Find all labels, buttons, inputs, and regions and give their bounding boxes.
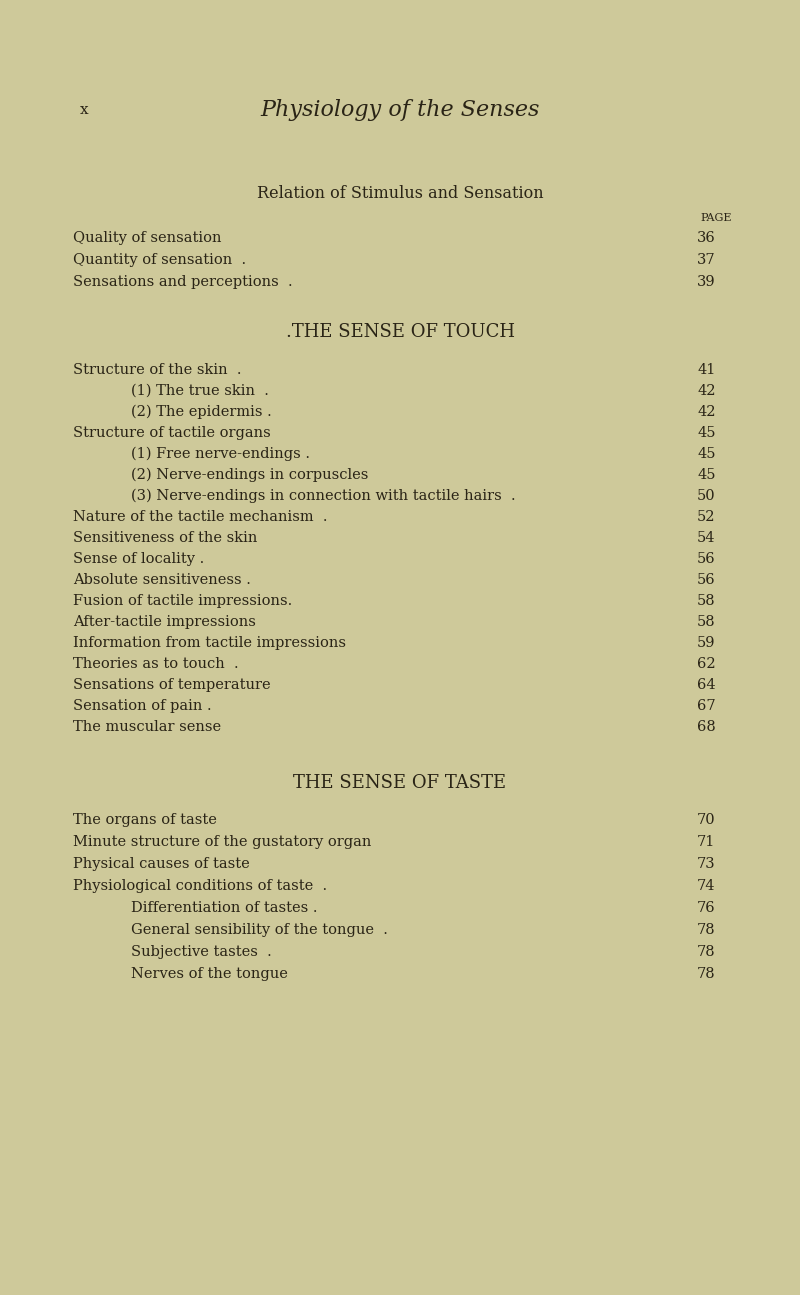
Text: Minute structure of the gustatory organ: Minute structure of the gustatory organ bbox=[73, 835, 371, 850]
Text: 67: 67 bbox=[697, 699, 716, 714]
Text: 78: 78 bbox=[697, 967, 716, 982]
Text: 36: 36 bbox=[697, 231, 716, 245]
Text: Theories as to touch  .: Theories as to touch . bbox=[73, 657, 238, 671]
Text: x: x bbox=[80, 104, 89, 117]
Text: Quantity of sensation  .: Quantity of sensation . bbox=[73, 253, 246, 267]
Text: 59: 59 bbox=[697, 636, 715, 650]
Text: 41: 41 bbox=[697, 363, 715, 377]
Text: 62: 62 bbox=[697, 657, 716, 671]
Text: 52: 52 bbox=[697, 510, 715, 524]
Text: Nature of the tactile mechanism  .: Nature of the tactile mechanism . bbox=[73, 510, 327, 524]
Text: (3) Nerve-endings in connection with tactile hairs  .: (3) Nerve-endings in connection with tac… bbox=[131, 488, 516, 504]
Text: After-tactile impressions: After-tactile impressions bbox=[73, 615, 256, 629]
Text: 45: 45 bbox=[697, 426, 715, 440]
Text: 56: 56 bbox=[697, 552, 716, 566]
Text: .THE SENSE OF TOUCH: .THE SENSE OF TOUCH bbox=[286, 322, 514, 341]
Text: 73: 73 bbox=[697, 857, 716, 872]
Text: 54: 54 bbox=[697, 531, 715, 545]
Text: 50: 50 bbox=[697, 490, 716, 502]
Text: 70: 70 bbox=[697, 813, 716, 828]
Text: 76: 76 bbox=[697, 901, 716, 916]
Text: The muscular sense: The muscular sense bbox=[73, 720, 221, 734]
Text: 78: 78 bbox=[697, 923, 716, 938]
Text: 42: 42 bbox=[697, 385, 715, 398]
Text: Structure of the skin  .: Structure of the skin . bbox=[73, 363, 242, 377]
Text: 71: 71 bbox=[697, 835, 715, 850]
Text: Structure of tactile organs: Structure of tactile organs bbox=[73, 426, 270, 440]
Text: (1) The true skin  .: (1) The true skin . bbox=[131, 385, 269, 398]
Text: Sensations and perceptions  .: Sensations and perceptions . bbox=[73, 275, 293, 289]
Text: THE SENSE OF TASTE: THE SENSE OF TASTE bbox=[294, 774, 506, 793]
Text: 58: 58 bbox=[697, 594, 716, 607]
Text: 74: 74 bbox=[697, 879, 715, 894]
Text: Physical causes of taste: Physical causes of taste bbox=[73, 857, 250, 872]
Text: Fusion of tactile impressions.: Fusion of tactile impressions. bbox=[73, 594, 292, 607]
Text: 37: 37 bbox=[697, 253, 716, 267]
Text: 45: 45 bbox=[697, 447, 715, 461]
Text: Sensation of pain .: Sensation of pain . bbox=[73, 699, 212, 714]
Text: (2) The epidermis .: (2) The epidermis . bbox=[131, 405, 272, 420]
Text: The organs of taste: The organs of taste bbox=[73, 813, 217, 828]
Text: Differentiation of tastes .: Differentiation of tastes . bbox=[131, 901, 318, 916]
Text: Quality of sensation: Quality of sensation bbox=[73, 231, 222, 245]
Text: Nerves of the tongue: Nerves of the tongue bbox=[131, 967, 288, 982]
Text: Subjective tastes  .: Subjective tastes . bbox=[131, 945, 272, 960]
Text: Sensations of temperature: Sensations of temperature bbox=[73, 679, 270, 692]
Text: Absolute sensitiveness .: Absolute sensitiveness . bbox=[73, 572, 251, 587]
Text: 58: 58 bbox=[697, 615, 716, 629]
Text: 64: 64 bbox=[697, 679, 716, 692]
Text: 42: 42 bbox=[697, 405, 715, 420]
Text: 45: 45 bbox=[697, 467, 715, 482]
Text: (2) Nerve-endings in corpuscles: (2) Nerve-endings in corpuscles bbox=[131, 467, 368, 482]
Text: General sensibility of the tongue  .: General sensibility of the tongue . bbox=[131, 923, 388, 938]
Text: Sense of locality .: Sense of locality . bbox=[73, 552, 204, 566]
Text: 68: 68 bbox=[697, 720, 716, 734]
Text: Relation of Stimulus and Sensation: Relation of Stimulus and Sensation bbox=[257, 184, 543, 202]
Text: PAGE: PAGE bbox=[700, 212, 731, 223]
Text: 39: 39 bbox=[697, 275, 716, 289]
Text: Sensitiveness of the skin: Sensitiveness of the skin bbox=[73, 531, 258, 545]
Text: (1) Free nerve-endings .: (1) Free nerve-endings . bbox=[131, 447, 310, 461]
Text: Information from tactile impressions: Information from tactile impressions bbox=[73, 636, 346, 650]
Text: 56: 56 bbox=[697, 572, 716, 587]
Text: Physiology of the Senses: Physiology of the Senses bbox=[260, 98, 540, 120]
Text: 78: 78 bbox=[697, 945, 716, 960]
Text: Physiological conditions of taste  .: Physiological conditions of taste . bbox=[73, 879, 327, 894]
